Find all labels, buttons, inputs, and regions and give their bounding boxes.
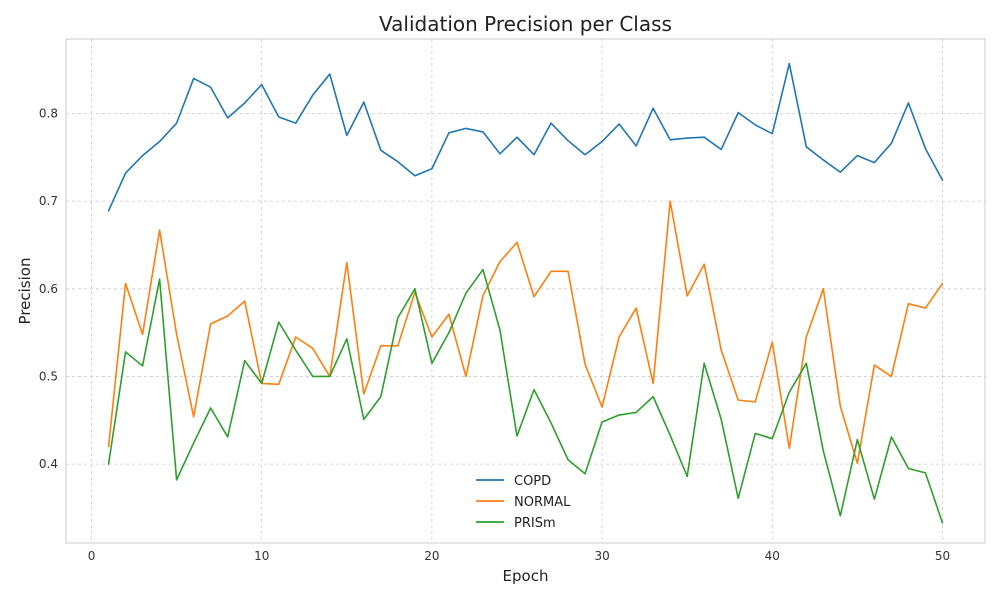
y-tick-label: 0.5 bbox=[39, 369, 58, 383]
legend: COPD NORMAL PRISm bbox=[476, 474, 571, 531]
series-lines bbox=[107, 62, 944, 524]
x-tick-label: 0 bbox=[88, 549, 96, 563]
y-tick-label: 0.4 bbox=[39, 457, 58, 471]
x-tick-label: 40 bbox=[765, 549, 780, 563]
x-tick-label: 30 bbox=[594, 549, 609, 563]
y-axis-label: Precision bbox=[16, 258, 34, 325]
chart-title: Validation Precision per Class bbox=[379, 12, 672, 36]
legend-label-prism: PRISm bbox=[514, 516, 556, 531]
series-line-copd bbox=[107, 62, 944, 212]
y-tick-label: 0.6 bbox=[39, 282, 58, 296]
x-tick-label: 50 bbox=[935, 549, 950, 563]
series-line-prism bbox=[107, 268, 944, 524]
y-tick-label: 0.8 bbox=[39, 107, 58, 121]
plot-frame bbox=[65, 38, 986, 544]
axis-ticks: 0 10 20 30 40 50 0.4 0.5 0.6 0.7 0.8 bbox=[39, 107, 950, 563]
legend-label-normal: NORMAL bbox=[514, 495, 571, 510]
x-tick-label: 20 bbox=[424, 549, 439, 563]
series-line-normal bbox=[107, 200, 944, 465]
x-tick-label: 10 bbox=[254, 549, 269, 563]
legend-label-copd: COPD bbox=[514, 474, 551, 489]
x-axis-label: Epoch bbox=[503, 567, 549, 585]
grid-lines bbox=[66, 39, 985, 543]
y-tick-label: 0.7 bbox=[39, 194, 58, 208]
